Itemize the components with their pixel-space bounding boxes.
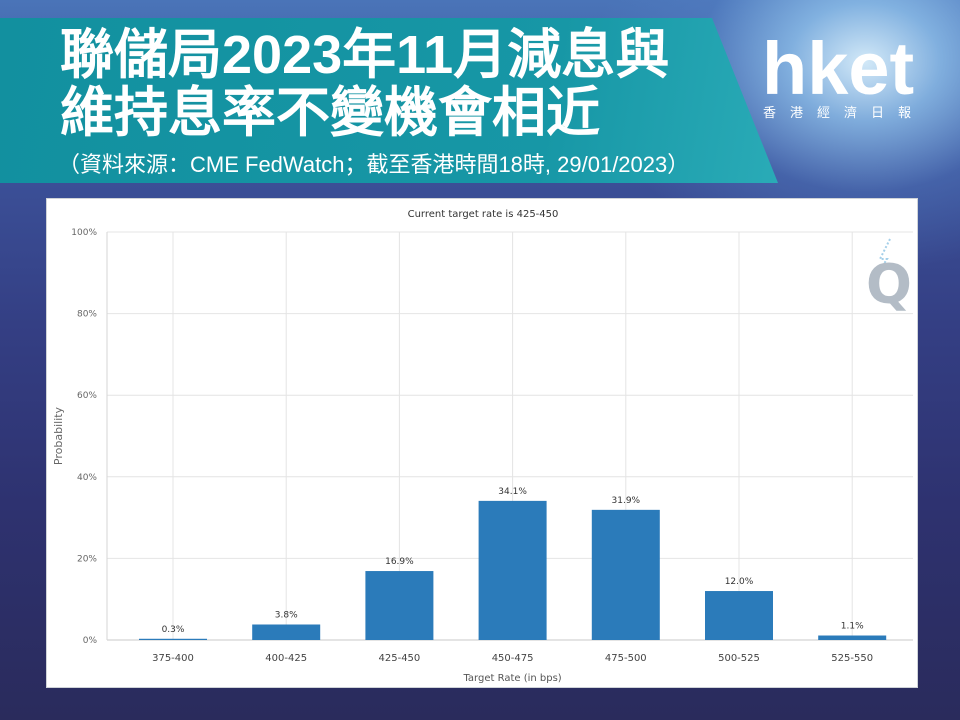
chart-title: Current target rate is 425-450: [408, 209, 559, 220]
y-tick-label: 0%: [83, 636, 98, 646]
title-banner: [0, 18, 778, 183]
hket-logo: hket: [762, 27, 915, 110]
x-tick-label: 450-475: [492, 653, 534, 664]
bar-450-475: [478, 500, 547, 640]
y-tick-label: 80%: [77, 310, 97, 320]
hket-logo-subtitle: 香港經濟日報: [763, 105, 926, 120]
x-tick-label: 500-525: [718, 653, 760, 664]
y-tick-label: 100%: [71, 228, 97, 238]
source-note: （資料來源：CME FedWatch；截至香港時間18時, 29/01/2023…: [58, 152, 690, 177]
headline-line-1: 聯儲局2023年11月減息與: [60, 25, 670, 85]
x-tick-label: 475-500: [605, 653, 647, 664]
data-label: 12.0%: [725, 577, 754, 587]
data-label: 31.9%: [612, 496, 641, 506]
x-axis-title: Target Rate (in bps): [462, 673, 561, 684]
y-tick-label: 40%: [77, 473, 97, 483]
bar-400-425: [252, 624, 321, 640]
chart-panel: Current target rate is 425-450 0% 20% 40% 60…: [46, 198, 918, 688]
x-tick-label: 425-450: [379, 653, 421, 664]
y-tick-label: 20%: [77, 554, 97, 564]
bar-500-525: [705, 591, 773, 640]
y-tick-label: 60%: [77, 391, 97, 401]
bar-chart: Current target rate is 425-450 0% 20% 40% 60…: [52, 209, 913, 684]
data-label: 0.3%: [162, 625, 185, 635]
data-label: 3.8%: [275, 610, 298, 620]
bar-525-550: [818, 635, 887, 640]
data-label: 16.9%: [385, 557, 414, 567]
quikstrike-logo-icon: Q: [866, 253, 912, 316]
data-label: 1.1%: [841, 622, 864, 632]
bar-425-450: [365, 571, 434, 640]
headline-line-2: 維持息率不變機會相近: [60, 83, 600, 143]
quikstrike-bolt-icon: [872, 238, 891, 282]
y-axis-title: Probability: [52, 406, 65, 465]
x-tick-label: 400-425: [265, 653, 307, 664]
x-tick-label: 525-550: [831, 653, 873, 664]
x-tick-label: 375-400: [152, 653, 194, 664]
bar-375-400: [139, 638, 207, 640]
data-label: 34.1%: [498, 487, 527, 497]
bar-475-500: [591, 509, 660, 640]
